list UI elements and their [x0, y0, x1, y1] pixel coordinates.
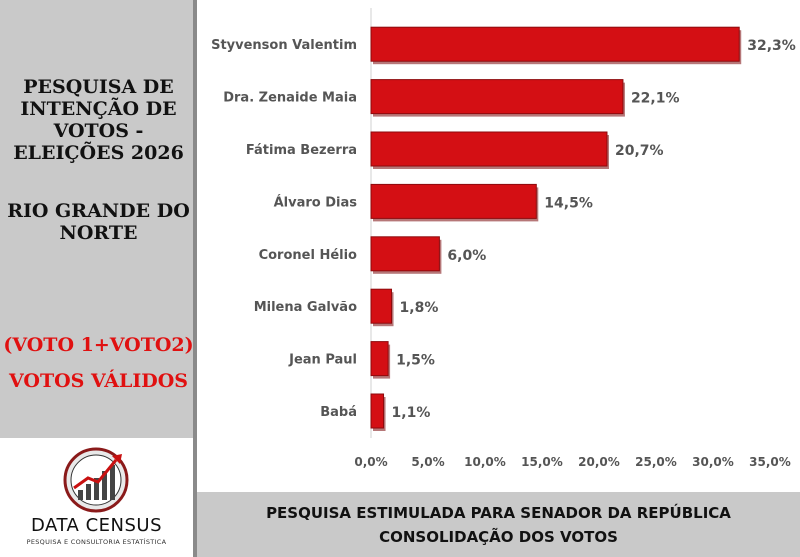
title-line: ELEIÇÕES 2026: [13, 142, 184, 164]
data-label: 1,8%: [400, 300, 439, 316]
category-label: Dra. Zenaide Maia: [223, 91, 357, 106]
x-tick-label: 0,0%: [354, 455, 387, 469]
title-line: INTENÇÃO DE: [20, 98, 177, 120]
x-tick-label: 5,0%: [411, 455, 444, 469]
category-label: Babá: [320, 405, 357, 420]
data-census-logo-icon: [63, 447, 129, 513]
bar: [370, 79, 624, 115]
region-line: RIO GRANDE DO: [7, 200, 190, 222]
data-label: 1,5%: [396, 353, 435, 369]
region-line: NORTE: [59, 222, 138, 244]
title-line: PESQUISA DE: [23, 76, 174, 98]
x-tick-label: 10,0%: [464, 455, 506, 469]
title-line: VOTOS -: [53, 120, 144, 142]
logo-tagline: PESQUISA E CONSULTORIA ESTATÍSTICA: [26, 538, 167, 546]
x-tick-label: 35,0%: [749, 455, 791, 469]
footer-line1: PESQUISA ESTIMULADA PARA SENADOR DA REPÚ…: [266, 504, 731, 522]
bar: [370, 131, 608, 167]
chart-area: Styvenson Valentim 32,3% Dra. Zenaide Maia…: [197, 0, 800, 490]
bar: [370, 393, 385, 429]
bar: [370, 183, 537, 219]
footer-panel: PESQUISA ESTIMULADA PARA SENADOR DA REPÚ…: [197, 492, 800, 557]
category-label: Álvaro Dias: [274, 194, 358, 210]
region-title: RIO GRANDE DO NORTE: [0, 200, 197, 244]
category-label: Jean Paul: [288, 353, 357, 368]
category-label: Milena Galvão: [254, 300, 357, 315]
logo-area: [0, 438, 193, 557]
data-label: 6,0%: [447, 248, 486, 264]
data-label: 32,3%: [747, 38, 796, 54]
data-label: 20,7%: [615, 143, 664, 159]
bar: [370, 288, 393, 324]
x-tick-label: 30,0%: [692, 455, 734, 469]
x-tick-label: 20,0%: [578, 455, 620, 469]
footer-line2: CONSOLIDAÇÃO DOS VOTOS: [379, 528, 618, 546]
panel-divider: [193, 0, 197, 557]
valid-votes-note: VOTOS VÁLIDOS: [9, 370, 188, 392]
survey-title: PESQUISA DE INTENÇÃO DE VOTOS - ELEIÇÕES…: [0, 76, 197, 164]
vote-type-note: (VOTO 1+VOTO2): [3, 334, 194, 356]
bar-chart: Styvenson Valentim 32,3% Dra. Zenaide Maia…: [211, 8, 796, 469]
x-tick-label: 15,0%: [521, 455, 563, 469]
data-label: 14,5%: [544, 195, 593, 211]
category-label: Styvenson Valentim: [211, 38, 357, 53]
data-label: 22,1%: [631, 91, 680, 107]
data-label: 1,1%: [392, 405, 431, 421]
logo-name: DATA CENSUS: [30, 515, 163, 536]
bar: [370, 341, 389, 377]
bar: [370, 236, 440, 272]
bar: [370, 26, 740, 62]
x-tick-label: 25,0%: [635, 455, 677, 469]
category-label: Fátima Bezerra: [246, 143, 357, 158]
category-label: Coronel Hélio: [259, 248, 357, 263]
